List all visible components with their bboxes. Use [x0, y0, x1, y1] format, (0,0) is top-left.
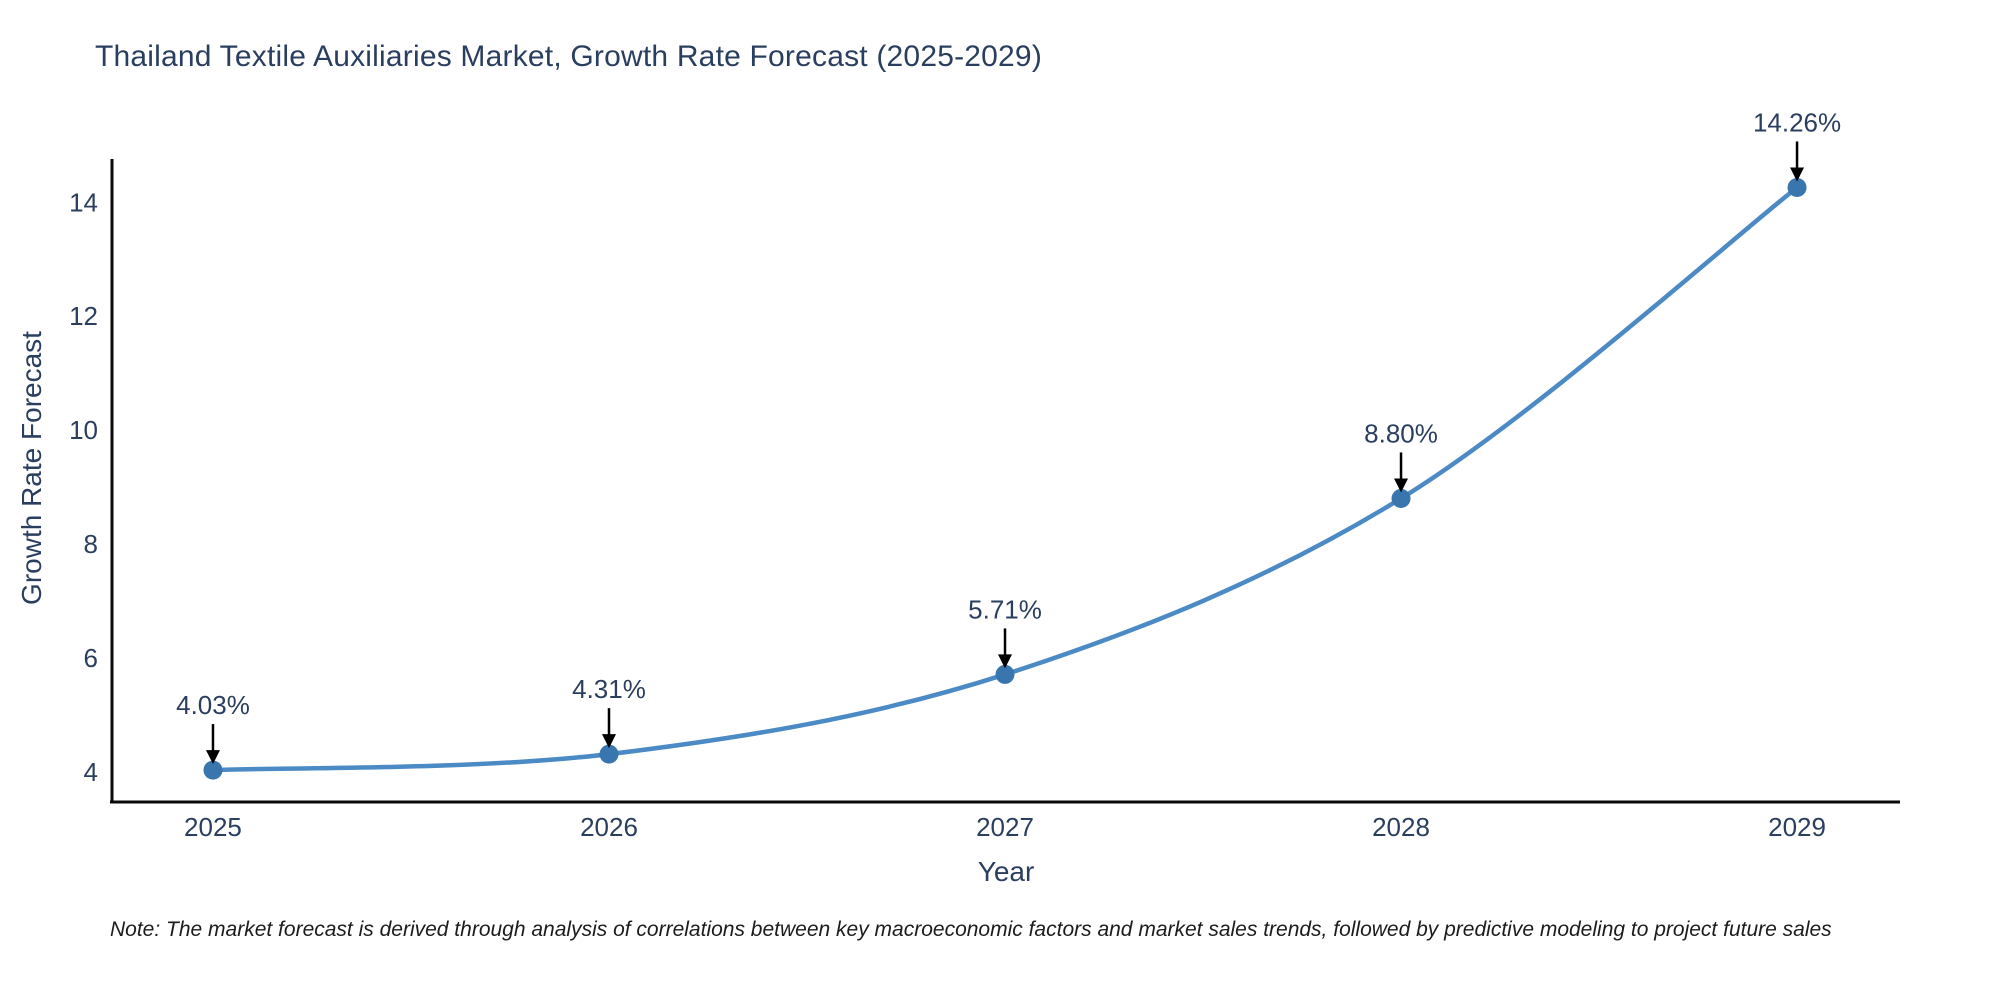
data-point-label: 4.31% [572, 674, 646, 704]
y-tick-label: 12 [69, 301, 98, 331]
annotation-arrowhead-icon [1394, 478, 1409, 493]
data-point-label: 8.80% [1364, 418, 1438, 448]
x-tick-label: 2029 [1768, 812, 1826, 842]
y-tick-label: 4 [84, 757, 98, 787]
y-tick-label: 14 [69, 187, 98, 217]
x-tick-label: 2026 [580, 812, 638, 842]
x-tick-label: 2027 [976, 812, 1034, 842]
annotation-arrowhead-icon [1790, 167, 1805, 182]
y-tick-label: 6 [84, 643, 98, 673]
data-point-label: 14.26% [1753, 107, 1841, 137]
annotation-arrowhead-icon [205, 750, 220, 765]
data-point-marker[interactable] [203, 760, 223, 780]
forecast-line [210, 185, 1800, 773]
x-tick-label: 2028 [1372, 812, 1430, 842]
data-point-label: 4.03% [176, 690, 250, 720]
x-tick-label: 2025 [184, 812, 242, 842]
data-point-marker[interactable] [1391, 488, 1411, 508]
x-axis-title: Year [977, 856, 1035, 887]
data-point-marker[interactable] [599, 744, 619, 764]
footnote: Note: The market forecast is derived thr… [110, 918, 1832, 941]
y-tick-label: 10 [69, 415, 98, 445]
data-point-marker[interactable] [1787, 177, 1807, 197]
y-tick-label: 8 [84, 529, 98, 559]
data-point-label: 5.71% [968, 594, 1042, 624]
data-point-marker[interactable] [995, 664, 1015, 684]
annotation-arrowhead-icon [998, 654, 1013, 669]
chart-title: Thailand Textile Auxiliaries Market, Gro… [95, 40, 1043, 73]
annotation-arrowhead-icon [601, 734, 616, 749]
